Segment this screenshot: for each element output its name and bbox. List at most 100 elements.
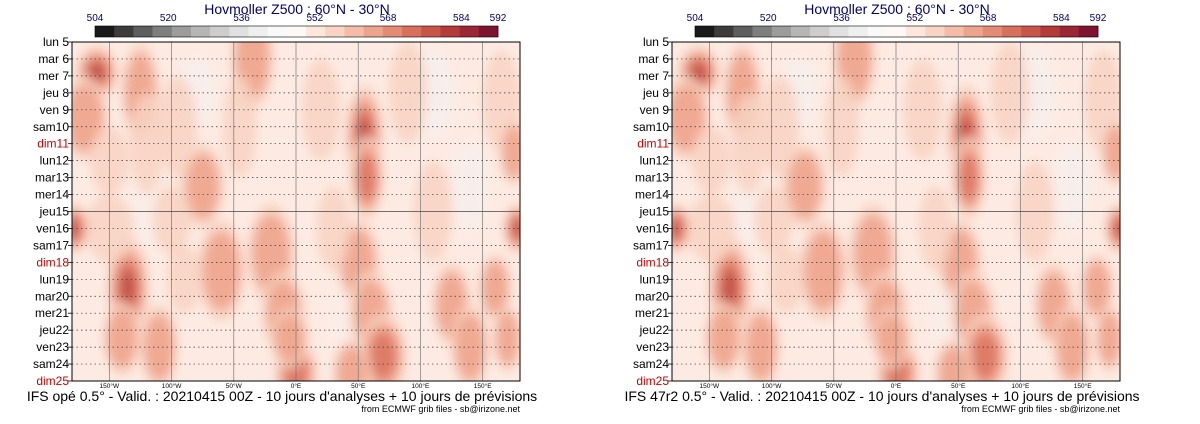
day-label: sam24 xyxy=(633,357,669,371)
high-height-contour xyxy=(502,125,520,179)
high-height-contour xyxy=(959,153,979,202)
day-label: ven16 xyxy=(636,221,669,235)
colorbar-swatch xyxy=(886,26,907,37)
high-height-contour xyxy=(754,186,793,254)
colorbar-swatch xyxy=(210,26,230,37)
longitude-label: 50°W xyxy=(826,382,843,390)
day-label: lun12 xyxy=(640,154,670,168)
colorbar-swatch xyxy=(229,26,249,37)
high-height-contour xyxy=(1083,261,1111,315)
colorbar-swatch xyxy=(1021,26,1041,37)
colorbar-label: 504 xyxy=(687,13,704,24)
day-label: lun19 xyxy=(40,272,70,286)
colorbar-swatch xyxy=(459,26,480,37)
high-height-contour xyxy=(158,75,197,178)
longitude-label: 50°W xyxy=(226,382,243,390)
high-height-contour xyxy=(357,153,377,202)
high-height-contour xyxy=(129,92,164,195)
colorbar-swatch xyxy=(848,26,869,37)
hovmoller-panel-ope: Hovmoller Z500 : 60°N - 30°N 504 520 536 552… xyxy=(27,1,537,414)
high-height-contour xyxy=(971,331,999,380)
high-height-contour xyxy=(938,346,969,381)
colorbar-swatch xyxy=(133,26,153,37)
colorbar-swatch xyxy=(790,26,811,37)
high-height-contour xyxy=(106,309,137,368)
day-label: jeu15 xyxy=(639,205,670,219)
day-label: mer 7 xyxy=(638,69,669,83)
day-label: sam10 xyxy=(633,120,669,134)
colorbar-swatch xyxy=(810,26,830,37)
colorbar-label: 552 xyxy=(306,13,323,24)
high-height-contour xyxy=(804,231,842,311)
longitude-label: 150°E xyxy=(1074,382,1092,390)
colorbar-swatch xyxy=(906,26,926,37)
day-label: ven23 xyxy=(36,340,69,354)
day-label: lun12 xyxy=(40,154,70,168)
colorbar-swatch xyxy=(95,26,115,37)
high-height-contour xyxy=(1114,219,1120,238)
day-label-sunday: dim18 xyxy=(636,255,669,269)
high-height-contour xyxy=(1057,314,1088,381)
high-height-contour xyxy=(918,186,952,271)
colorbar-label: 520 xyxy=(760,13,777,24)
high-height-contour xyxy=(1098,312,1120,366)
day-label: ven 9 xyxy=(40,103,70,117)
longitude-label: 0°E xyxy=(891,382,902,390)
colorbar-frame xyxy=(94,25,499,38)
colorbar-label: 592 xyxy=(1090,13,1107,24)
colorbar-swatch xyxy=(733,26,753,37)
day-label: jeu15 xyxy=(39,205,70,219)
longitude-label: 100°E xyxy=(412,382,430,390)
high-height-contour xyxy=(692,126,731,195)
day-label: mar13 xyxy=(35,171,69,185)
high-height-contour xyxy=(72,85,104,152)
high-height-contour xyxy=(337,346,367,381)
day-label: sam24 xyxy=(33,357,69,371)
colorbar-frame xyxy=(694,25,1099,38)
day-label-sunday: dim25 xyxy=(636,374,669,388)
high-height-contour xyxy=(691,63,707,82)
day-label: mer 7 xyxy=(38,69,69,83)
high-height-contour xyxy=(482,261,509,315)
colorbar-swatch xyxy=(344,26,364,37)
colorbar-label: 568 xyxy=(380,13,397,24)
colorbar-swatch xyxy=(421,26,441,37)
colorbar-label: 584 xyxy=(1053,13,1070,24)
longitude-label: 150°W xyxy=(700,382,720,390)
day-label: mer21 xyxy=(635,306,669,320)
colorbar-label: 552 xyxy=(906,13,923,24)
hovmoller-panel-47r2: Hovmoller Z500 : 60°N - 30°N 504 520 536 552… xyxy=(600,0,1200,424)
longitude-label: 100°E xyxy=(1012,382,1030,390)
day-label: lun 5 xyxy=(43,35,69,49)
colorbar-swatch xyxy=(944,26,964,37)
hovmoller-chart-svg: Hovmoller Z500 : 60°N - 30°N 504 520 536 552… xyxy=(624,1,1139,414)
colorbar-swatch xyxy=(306,26,326,37)
colorbar-swatch xyxy=(363,26,384,37)
high-height-contour xyxy=(388,42,428,144)
longitude-label: 50°E xyxy=(351,382,366,390)
chart-credit: from ECMWF grib files - sb@irizone.net xyxy=(361,404,520,414)
high-height-contour xyxy=(512,219,520,238)
colorbar-swatch xyxy=(248,26,269,37)
high-height-contour xyxy=(120,270,136,306)
colorbar-swatch xyxy=(402,26,422,37)
high-height-contour xyxy=(202,231,241,311)
day-label: sam17 xyxy=(633,238,669,252)
chart-title: Hovmoller Z500 : 60°N - 30°N xyxy=(204,1,390,17)
day-label: jeu22 xyxy=(639,323,670,337)
colorbar-label: 592 xyxy=(490,13,507,24)
colorbar-label: 568 xyxy=(980,13,997,24)
high-height-contour xyxy=(369,331,397,380)
colorbar-swatch xyxy=(1059,26,1080,37)
colorbar-swatch xyxy=(478,26,499,37)
colorbar-swatch xyxy=(190,26,211,37)
day-label: sam17 xyxy=(33,238,69,252)
day-label: jeu 8 xyxy=(42,86,69,100)
day-label-sunday: dim25 xyxy=(36,374,69,388)
high-height-contour xyxy=(760,75,799,178)
colorbar-swatch xyxy=(925,26,945,37)
day-label: mar 6 xyxy=(38,52,69,66)
colorbar-swatch xyxy=(440,26,460,37)
day-label: mar 6 xyxy=(638,52,669,66)
colorbar-swatch xyxy=(286,26,307,37)
